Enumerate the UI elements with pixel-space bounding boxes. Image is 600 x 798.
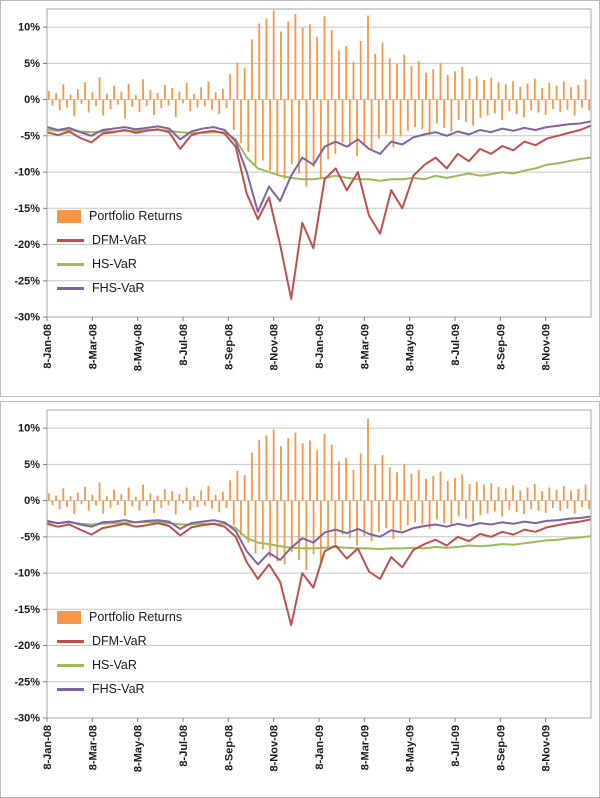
svg-text:8-May-09: 8-May-09: [405, 725, 417, 772]
svg-text:-10%: -10%: [14, 568, 40, 580]
portfolio-returns-swatch: [57, 210, 81, 223]
svg-text:-15%: -15%: [14, 203, 40, 215]
legend-item-fhs-var: FHS-VaR: [57, 682, 182, 697]
legend-item-hs-var: HS-VaR: [57, 658, 182, 673]
svg-text:8-Sep-08: 8-Sep-08: [223, 324, 235, 370]
svg-text:8-Jul-08: 8-Jul-08: [178, 324, 190, 366]
svg-text:8-Sep-09: 8-Sep-09: [495, 725, 507, 771]
fhs-var-line-swatch: [57, 287, 84, 290]
svg-text:8-Mar-09: 8-Mar-09: [359, 324, 371, 369]
svg-text:8-Mar-09: 8-Mar-09: [359, 725, 371, 770]
top-chart-canvas: 10% 5% 0% -5% -10% -15% -20% -25% -30%8-Jan-08 8-…: [14, 8, 592, 371]
svg-text:-25%: -25%: [14, 275, 40, 287]
bottom-chart-canvas: 10% 5% 0% -5% -10% -15% -20% -25% -30%8-Jan-08 8-…: [14, 409, 592, 772]
legend-label-dfm-var: DFM-VaR: [92, 634, 147, 648]
legend: Portfolio Returns DFM-VaR HS-VaR FHS-VaR: [57, 209, 182, 296]
svg-text:5%: 5%: [24, 459, 40, 471]
svg-text:8-May-08: 8-May-08: [133, 725, 145, 772]
svg-text:8-Jul-09: 8-Jul-09: [450, 725, 462, 767]
svg-text:-30%: -30%: [14, 713, 40, 725]
legend-item-dfm-var: DFM-VaR: [57, 634, 182, 649]
svg-text:8-Jul-08: 8-Jul-08: [178, 725, 190, 767]
legend-label-hs-var: HS-VaR: [92, 658, 137, 672]
svg-text:8-Jan-09: 8-Jan-09: [314, 324, 326, 369]
top-chart: 10% 5% 0% -5% -10% -15% -20% -25% -30% 8-Jan-08 8-…: [0, 0, 600, 397]
legend-label-portfolio-returns: Portfolio Returns: [89, 610, 183, 624]
svg-text:-5%: -5%: [20, 130, 40, 142]
svg-text:8-Sep-08: 8-Sep-08: [223, 725, 235, 771]
hs-var-line-swatch: [57, 263, 84, 266]
legend-label-fhs-var: FHS-VaR: [92, 682, 145, 696]
fhs-var-line-swatch: [57, 688, 84, 691]
svg-text:8-Nov-08: 8-Nov-08: [269, 324, 281, 370]
svg-text:8-Nov-09: 8-Nov-09: [541, 324, 553, 370]
svg-text:5%: 5%: [24, 58, 40, 70]
portfolio-returns-swatch: [57, 611, 81, 624]
svg-text:-30%: -30%: [14, 312, 40, 324]
legend-item-fhs-var: FHS-VaR: [57, 281, 182, 296]
svg-text:-15%: -15%: [14, 604, 40, 616]
svg-text:10%: 10%: [18, 22, 40, 34]
svg-text:8-Jan-08: 8-Jan-08: [42, 725, 54, 770]
svg-text:8-Jul-09: 8-Jul-09: [450, 324, 462, 366]
legend-item-portfolio-returns: Portfolio Returns: [57, 209, 182, 224]
svg-text:8-May-08: 8-May-08: [133, 324, 145, 371]
svg-text:8-Nov-08: 8-Nov-08: [269, 725, 281, 771]
svg-text:-25%: -25%: [14, 676, 40, 688]
svg-text:10%: 10%: [18, 423, 40, 435]
legend: Portfolio Returns DFM-VaR HS-VaR FHS-VaR: [57, 610, 182, 697]
bottom-chart: 10% 5% 0% -5% -10% -15% -20% -25% -30% 8-Jan-08 8-…: [0, 401, 600, 798]
svg-text:8-Sep-09: 8-Sep-09: [495, 324, 507, 370]
svg-text:8-Jan-09: 8-Jan-09: [314, 725, 326, 770]
legend-label-fhs-var: FHS-VaR: [92, 281, 145, 295]
svg-text:-20%: -20%: [14, 239, 40, 251]
legend-item-portfolio-returns: Portfolio Returns: [57, 610, 182, 625]
dfm-var-line-swatch: [57, 239, 84, 242]
svg-text:8-Jan-08: 8-Jan-08: [42, 324, 54, 369]
svg-text:-5%: -5%: [20, 531, 40, 543]
svg-text:-20%: -20%: [14, 640, 40, 652]
legend-label-portfolio-returns: Portfolio Returns: [89, 209, 183, 223]
legend-label-dfm-var: DFM-VaR: [92, 233, 147, 247]
svg-text:0%: 0%: [24, 94, 40, 106]
dfm-var-line-swatch: [57, 640, 84, 643]
svg-text:8-Nov-09: 8-Nov-09: [541, 725, 553, 771]
svg-text:0%: 0%: [24, 495, 40, 507]
legend-item-hs-var: HS-VaR: [57, 257, 182, 272]
svg-text:8-May-09: 8-May-09: [405, 324, 417, 371]
legend-label-hs-var: HS-VaR: [92, 257, 137, 271]
svg-text:8-Mar-08: 8-Mar-08: [87, 324, 99, 369]
legend-item-dfm-var: DFM-VaR: [57, 233, 182, 248]
svg-text:8-Mar-08: 8-Mar-08: [87, 725, 99, 770]
hs-var-line-swatch: [57, 664, 84, 667]
svg-text:-10%: -10%: [14, 167, 40, 179]
